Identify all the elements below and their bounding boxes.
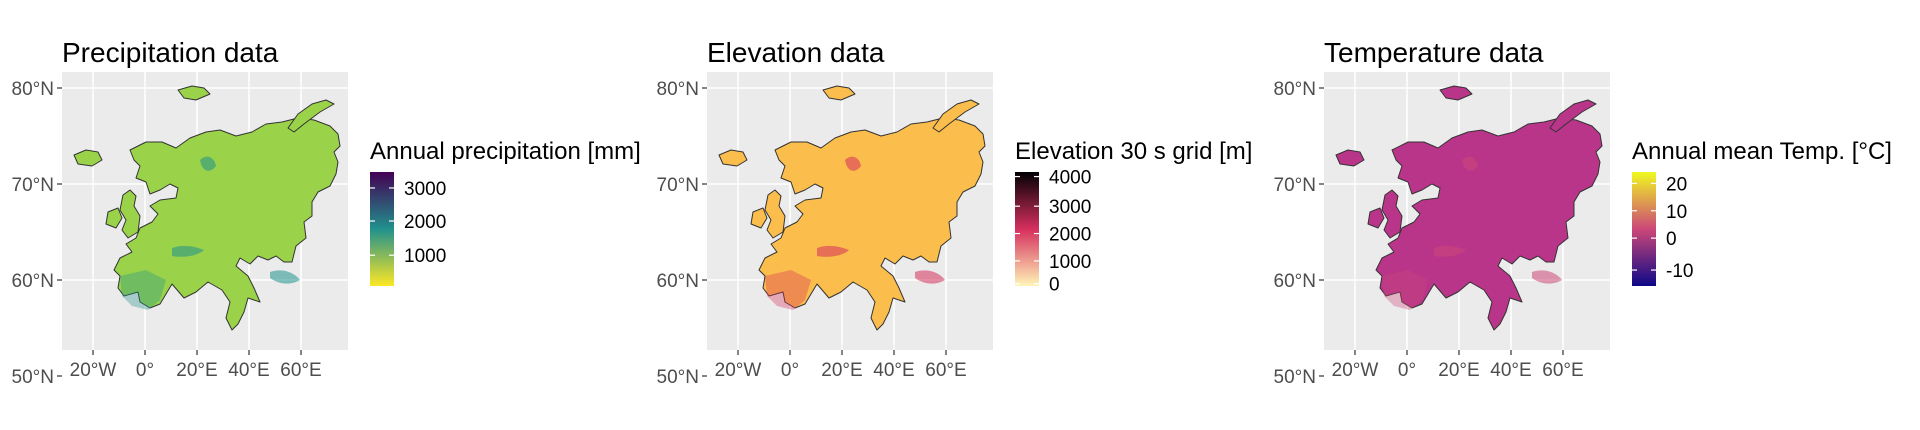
legend-tick-label: 1000 (404, 246, 446, 267)
legend-tick-label: 0 (1666, 229, 1677, 250)
x-tick-label: 40°E (873, 360, 914, 381)
panel-title: Precipitation data (62, 37, 279, 68)
legend-title: Elevation 30 s grid [m] (1015, 138, 1252, 165)
y-tick-label: 50°N (657, 367, 699, 388)
legend-tick-label: 10 (1666, 202, 1687, 223)
x-tick-label: 0° (1398, 360, 1416, 381)
panel-title: Temperature data (1324, 37, 1544, 68)
y-tick-label: 70°N (12, 175, 54, 196)
terrain-accent (817, 245, 849, 257)
x-tick-label: 40°E (1490, 360, 1531, 381)
temperature-map-svg: Temperature data 20°W 0° 20°E 40°E 60°E 80°N 7… (1274, 37, 1892, 388)
colorbar (1632, 172, 1656, 286)
terrain-accent (1462, 156, 1478, 171)
precipitation-map-svg: Precipitation data 20°W 0° 20°E 40°E 60°E 80°… (12, 37, 641, 388)
x-tick-label: 60°E (925, 360, 966, 381)
precipitation-panel: Precipitation data 20°W 0° 20°E 40°E 60°E 80°… (0, 0, 641, 430)
x-tick-label: 60°E (280, 360, 321, 381)
legend-tick-label: -10 (1666, 261, 1693, 282)
colorbar (1015, 172, 1039, 286)
mainland-shape (1375, 117, 1603, 331)
elevation-panel: Elevation data 20°W 0° 20°E 40°E 60°E 80°N 70°… (645, 0, 1285, 430)
y-tick-label: 50°N (12, 367, 54, 388)
novaya-zemlya-shape (932, 99, 980, 133)
y-tick-label: 80°N (12, 79, 54, 100)
mainland-shape (758, 117, 986, 331)
uk-shape (1381, 189, 1403, 239)
iceland-shape (718, 149, 748, 167)
y-tick-label: 60°N (1274, 271, 1316, 292)
x-tick-label: 0° (136, 360, 154, 381)
iberia-shade (1382, 270, 1428, 310)
terrain-accent (1532, 270, 1562, 284)
svalbard-shape (822, 85, 856, 101)
y-tick-label: 60°N (12, 271, 54, 292)
elevation-map-svg: Elevation data 20°W 0° 20°E 40°E 60°E 80°N 70°… (657, 37, 1253, 388)
x-tick-label: 20°W (70, 360, 117, 381)
x-tick-label: 60°E (1542, 360, 1583, 381)
novaya-zemlya-shape (1549, 99, 1597, 133)
svalbard-shape (1439, 85, 1473, 101)
terrain-accent (845, 156, 861, 171)
iceland-shape (73, 149, 103, 167)
legend-tick-label: 20 (1666, 174, 1687, 195)
svalbard-shape (177, 85, 211, 101)
terrain-accent (1434, 245, 1466, 257)
legend-tick-label: 1000 (1049, 252, 1091, 273)
legend-title: Annual precipitation [mm] (370, 138, 641, 165)
temperature-panel: Temperature data 20°W 0° 20°E 40°E 60°E 80°N 7… (1262, 0, 1902, 430)
legend-tick-label: 3000 (1049, 197, 1091, 218)
terrain-accent (172, 245, 204, 257)
x-tick-label: 20°E (1438, 360, 1479, 381)
legend-tick-label: 4000 (1049, 168, 1091, 189)
iceland-shape (1335, 149, 1365, 167)
uk-shape (119, 189, 141, 239)
terrain-accent (200, 156, 216, 171)
x-tick-label: 20°E (176, 360, 217, 381)
iberia-shade (765, 270, 811, 310)
terrain-accent (270, 270, 300, 284)
x-tick-label: 0° (781, 360, 799, 381)
ireland-shape (1367, 207, 1385, 229)
ireland-shape (750, 207, 768, 229)
legend-tick-label: 2000 (404, 212, 446, 233)
colorbar (370, 172, 394, 286)
x-tick-label: 20°E (821, 360, 862, 381)
x-tick-label: 40°E (228, 360, 269, 381)
uk-shape (764, 189, 786, 239)
terrain-accent (915, 270, 945, 284)
novaya-zemlya-shape (287, 99, 335, 133)
legend-title: Annual mean Temp. [°C] (1632, 138, 1892, 165)
legend-tick-label: 2000 (1049, 225, 1091, 246)
iberia-shade (120, 270, 166, 310)
y-tick-label: 70°N (657, 175, 699, 196)
panel-title: Elevation data (707, 37, 885, 68)
y-tick-label: 50°N (1274, 367, 1316, 388)
legend-tick-label: 0 (1049, 275, 1060, 296)
mainland-shape (113, 117, 341, 331)
x-tick-label: 20°W (715, 360, 762, 381)
ireland-shape (105, 207, 123, 229)
x-tick-label: 20°W (1332, 360, 1379, 381)
y-tick-label: 80°N (657, 79, 699, 100)
y-tick-label: 60°N (657, 271, 699, 292)
y-tick-label: 70°N (1274, 175, 1316, 196)
legend-tick-label: 3000 (404, 179, 446, 200)
y-tick-label: 80°N (1274, 79, 1316, 100)
